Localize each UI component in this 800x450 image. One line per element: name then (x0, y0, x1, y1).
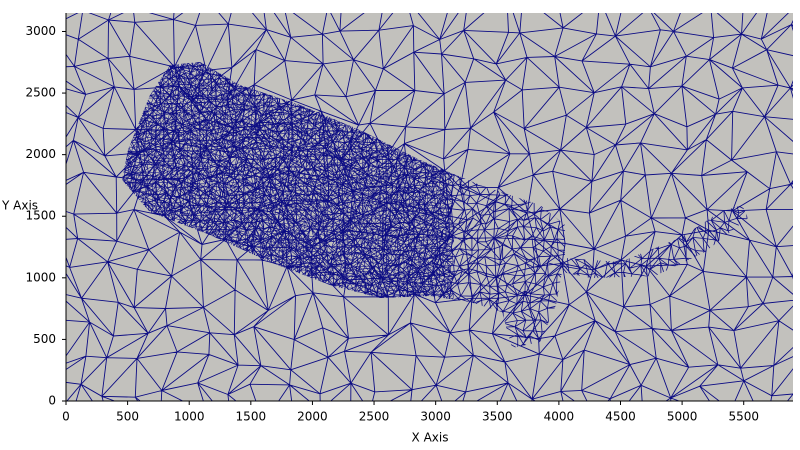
x-tick-label: 3000 (420, 410, 451, 424)
y-tick-label: 0 (48, 394, 56, 408)
x-tick-label: 1500 (236, 410, 267, 424)
x-tick-label: 0 (62, 410, 70, 424)
y-tick-label: 500 (33, 332, 56, 346)
x-tick-label: 2500 (359, 410, 390, 424)
x-tick-label: 500 (116, 410, 139, 424)
y-tick-label: 2500 (25, 86, 56, 100)
y-axis-label: Y Axis (1, 199, 38, 213)
x-tick-label: 3500 (482, 410, 513, 424)
x-tick-label: 5500 (728, 410, 759, 424)
x-tick-label: 5000 (667, 410, 698, 424)
x-axis-label: X Axis (412, 431, 449, 445)
y-tick-label: 1000 (25, 270, 56, 284)
x-tick-label: 2000 (297, 410, 328, 424)
x-tick-label: 1000 (174, 410, 205, 424)
y-tick-label: 1500 (25, 209, 56, 223)
y-tick-label: 2000 (25, 147, 56, 161)
y-tick-label: 3000 (25, 24, 56, 38)
x-tick-label: 4500 (605, 410, 636, 424)
x-tick-label: 4000 (544, 410, 575, 424)
